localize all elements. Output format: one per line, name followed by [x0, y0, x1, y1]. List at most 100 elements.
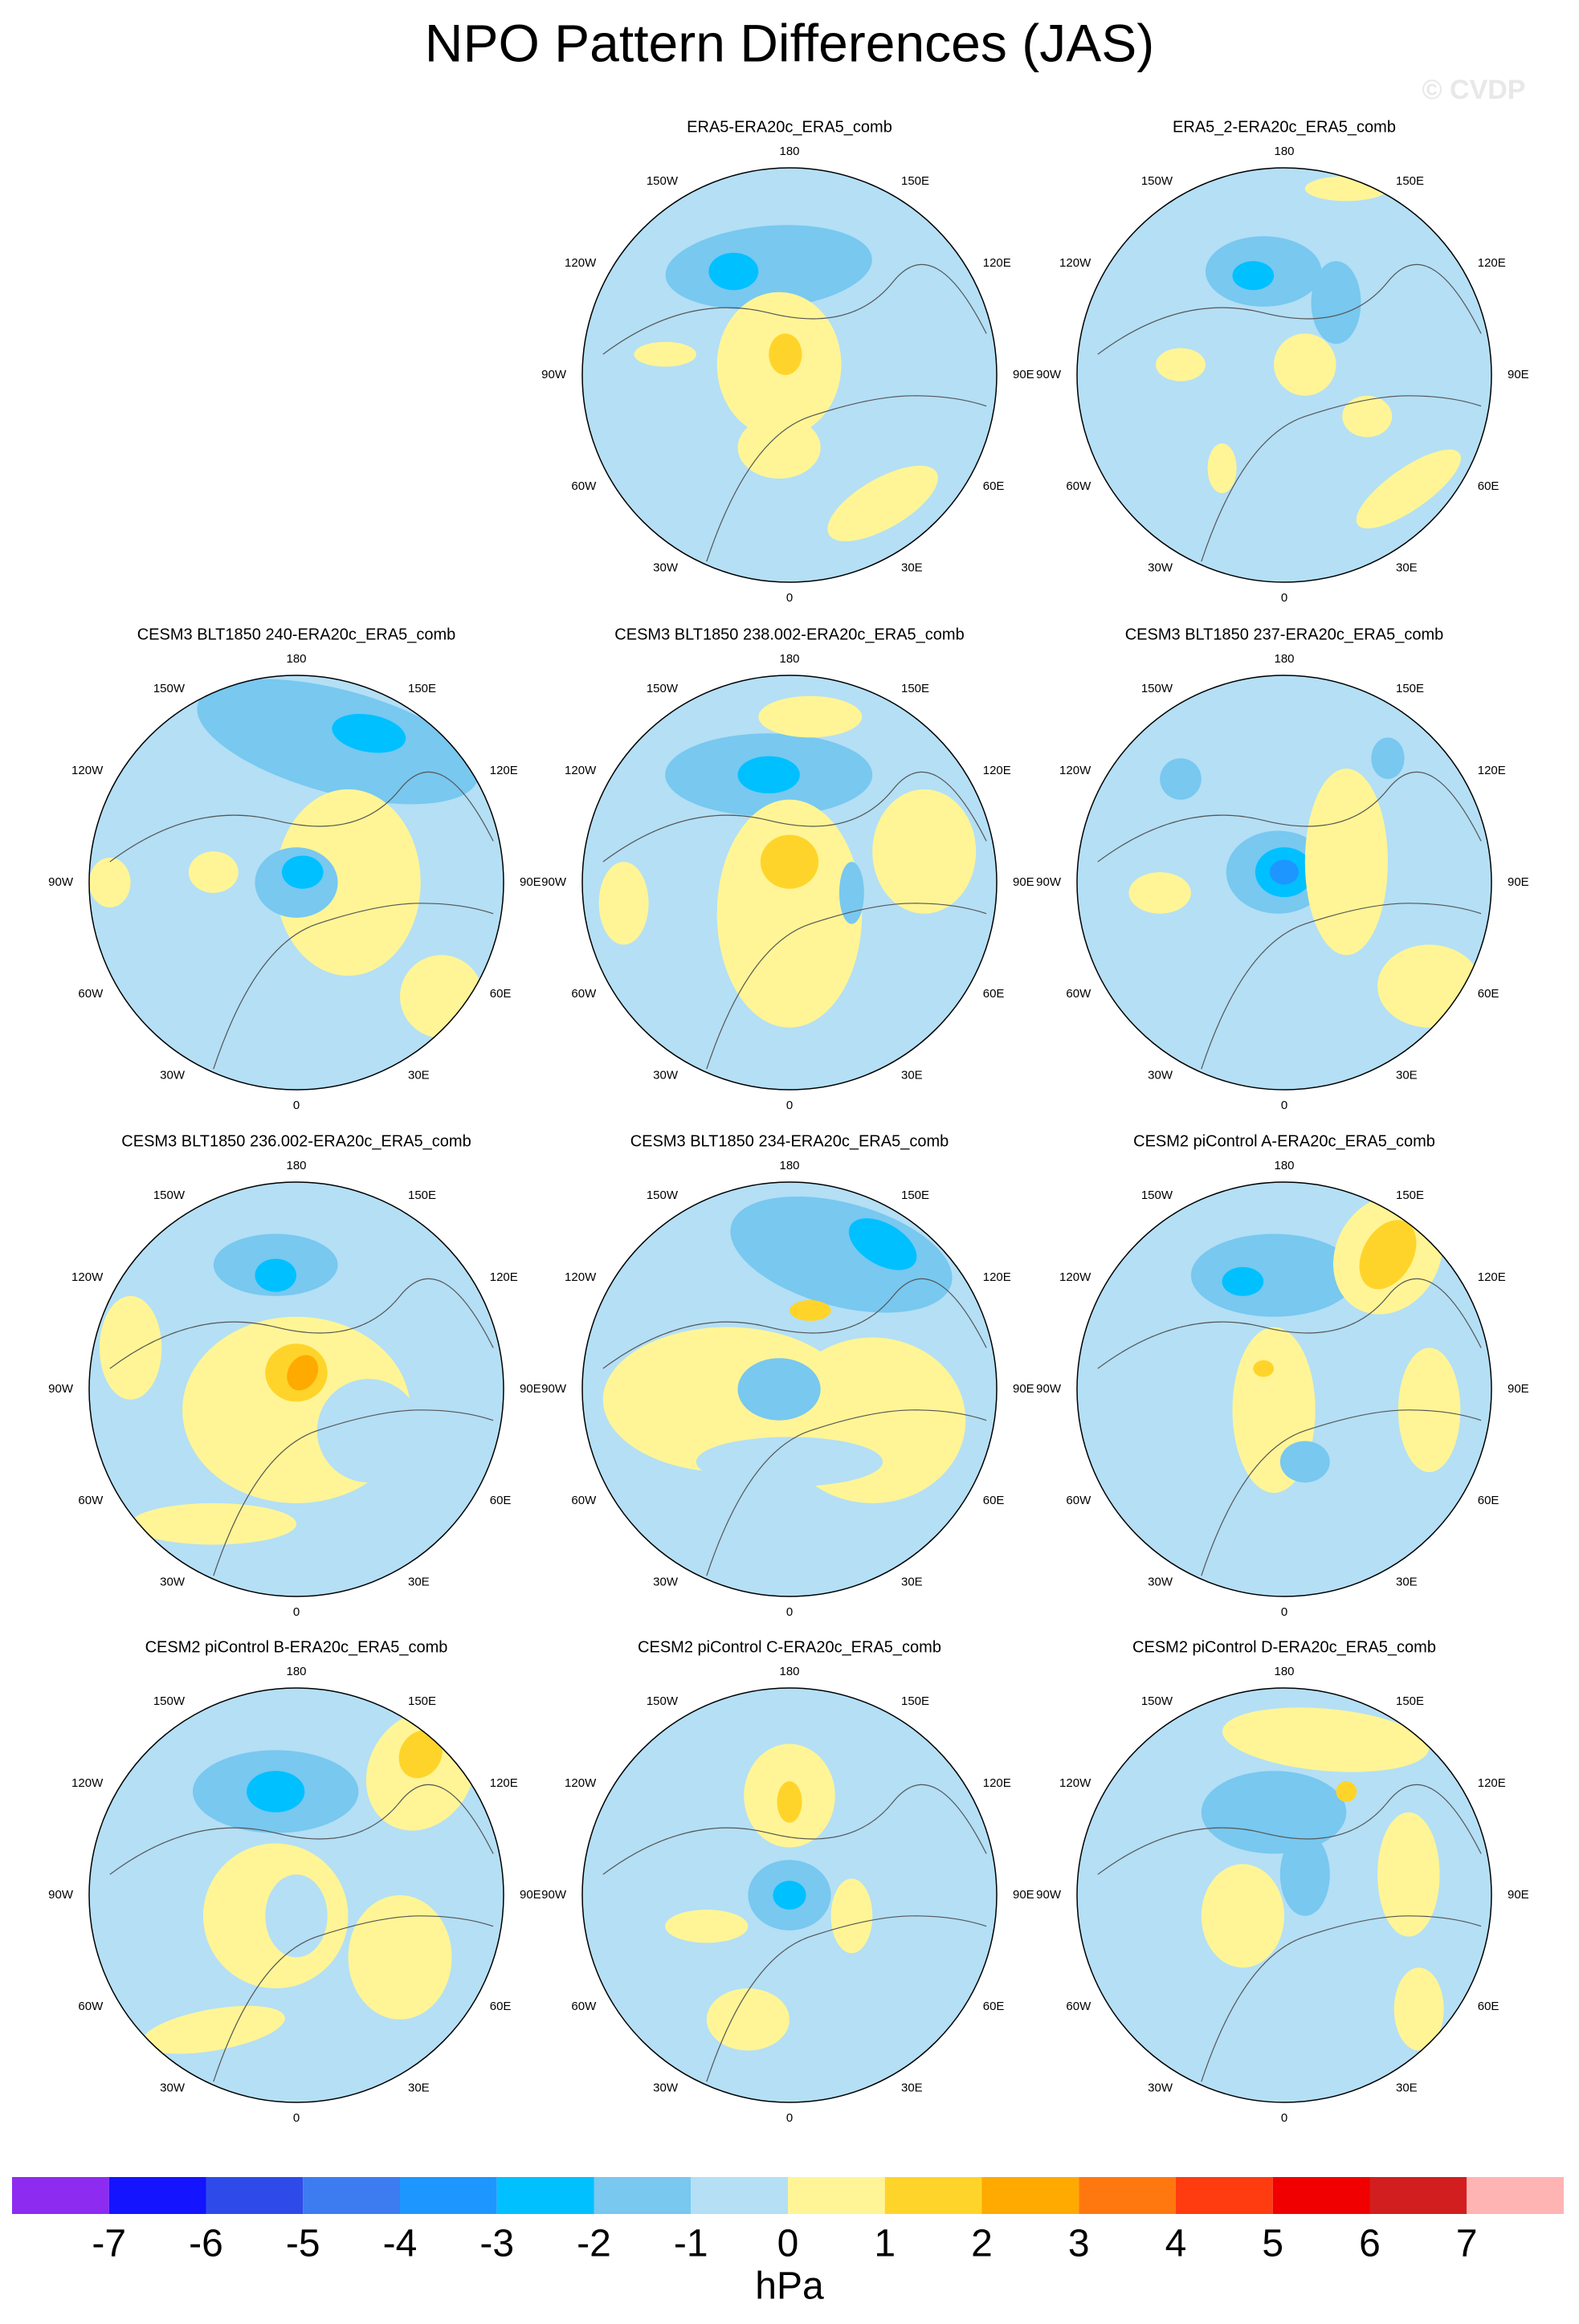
colorbar-label: 3	[1068, 2223, 1090, 2265]
longitude-label: 150E	[408, 682, 436, 695]
field-contour	[1279, 1833, 1330, 1916]
field-contour	[188, 851, 239, 893]
longitude-label: 0	[786, 1605, 793, 1619]
colorbar-box	[1467, 2177, 1564, 2214]
longitude-label: 150E	[1396, 174, 1424, 188]
longitude-label: 120E	[1478, 1270, 1506, 1284]
longitude-label: 90E	[1508, 875, 1529, 889]
longitude-label: 90E	[1013, 368, 1034, 381]
field-contour	[1274, 333, 1336, 396]
longitude-label: 120W	[565, 764, 597, 777]
field-contour	[730, 1196, 953, 1313]
longitude-label: 120E	[490, 1270, 518, 1284]
map-panel: CESM2 piControl C-ERA20c_ERA5_comb 180 150…	[541, 1638, 1034, 2125]
map-panel: CESM3 BLT1850 238.002-ERA20c_ERA5_comb 18…	[541, 626, 1034, 1112]
longitude-label: 60E	[983, 2000, 1005, 2013]
field-contour	[275, 789, 421, 976]
longitude-label: 150E	[1396, 1189, 1424, 1202]
coastline	[109, 1784, 494, 1875]
colorbar-label: -7	[92, 2223, 126, 2265]
field-contour	[696, 1437, 883, 1487]
field	[598, 695, 987, 1070]
coastline	[213, 1915, 494, 2082]
field-contour	[130, 1502, 296, 1545]
coastline	[602, 1278, 987, 1369]
longitude-label: 120E	[490, 1776, 518, 1790]
longitude-label: 60E	[1478, 1494, 1499, 1507]
map-panel: CESM3 BLT1850 237-ERA20c_ERA5_comb 180 150…	[1036, 626, 1529, 1112]
longitude-label: 90E	[520, 1382, 541, 1396]
field-contour	[665, 225, 872, 310]
field-contour	[255, 1258, 297, 1292]
field	[1097, 176, 1482, 562]
field-contour	[197, 679, 479, 805]
colorbar-box	[1176, 2177, 1273, 2214]
colorbar-label: 0	[777, 2223, 799, 2265]
field-contour	[1201, 1771, 1347, 1854]
map-border	[581, 167, 998, 583]
longitude-label: 60W	[571, 2000, 597, 2013]
longitude-label: 120E	[1478, 256, 1506, 270]
longitude-label: 0	[293, 1099, 300, 1112]
longitude-label: 180	[779, 652, 799, 666]
longitude-label: 0	[1281, 1605, 1287, 1619]
longitude-label: 150W	[647, 174, 679, 188]
longitude-label: 90E	[520, 875, 541, 889]
coastline	[706, 1409, 987, 1576]
coastline	[109, 771, 494, 862]
coastline	[706, 395, 987, 562]
colorbar-label: -4	[383, 2223, 418, 2265]
colorbar-label: 6	[1359, 2223, 1381, 2265]
map-border	[1076, 675, 1492, 1091]
field-contour	[1359, 1220, 1417, 1290]
field-contour	[848, 1218, 917, 1270]
panel-title: ERA5_2-ERA20c_ERA5_comb	[1173, 118, 1396, 136]
field-contour	[1336, 1781, 1357, 1802]
map-panel: CESM2 piControl D-ERA20c_ERA5_comb 180 150…	[1036, 1638, 1529, 2125]
longitude-label: 60W	[571, 1494, 597, 1507]
colorbar-box	[12, 2177, 109, 2214]
map-border	[1076, 1181, 1492, 1597]
field-contour	[1128, 872, 1191, 914]
field-contour	[141, 2005, 285, 2054]
colorbar-box	[206, 2177, 304, 2214]
colorbar-box	[1369, 2177, 1467, 2214]
longitude-label: 120W	[71, 1270, 104, 1284]
colorbar-label: 4	[1165, 2223, 1187, 2265]
map-border	[1076, 167, 1492, 583]
field-contour	[1207, 443, 1237, 494]
longitude-label: 90E	[1508, 368, 1529, 381]
field-contour	[265, 1874, 328, 1958]
map-border	[88, 1181, 504, 1597]
longitude-label: 120E	[983, 764, 1011, 777]
field-contour	[1269, 859, 1300, 885]
longitude-label: 60W	[78, 987, 104, 1001]
map-border	[581, 1687, 998, 2103]
panel-title: CESM3 BLT1850 236.002-ERA20c_ERA5_comb	[121, 1132, 471, 1150]
longitude-label: 90W	[1036, 368, 1062, 381]
field-contour	[737, 1358, 821, 1421]
longitude-label: 180	[779, 1159, 799, 1172]
longitude-label: 60W	[1066, 479, 1091, 493]
longitude-label: 60E	[983, 1494, 1005, 1507]
map-border	[581, 675, 998, 1091]
coastline	[602, 1784, 987, 1875]
longitude-label: 0	[1281, 591, 1287, 605]
field-contour	[287, 1355, 319, 1391]
longitude-label: 150E	[1396, 1694, 1424, 1708]
coastline	[109, 1278, 494, 1369]
map-panel: ERA5-ERA20c_ERA5_comb 180 150E 120E 90E 60E 30…	[541, 118, 1034, 605]
longitude-label: 30E	[1396, 2081, 1418, 2095]
longitude-label: 60W	[1066, 2000, 1091, 2013]
field-contour	[1232, 261, 1275, 291]
longitude-label: 30W	[653, 1576, 679, 1589]
longitude-label: 150W	[1141, 174, 1173, 188]
longitude-label: 30W	[653, 1069, 679, 1082]
field-contour	[332, 713, 406, 753]
map-panel: CESM2 piControl B-ERA20c_ERA5_comb 180 150…	[48, 1638, 541, 2125]
watermark: © CVDP	[1422, 75, 1526, 105]
field	[109, 1710, 494, 2082]
field-contour	[1304, 769, 1388, 956]
longitude-label: 150E	[1396, 682, 1424, 695]
